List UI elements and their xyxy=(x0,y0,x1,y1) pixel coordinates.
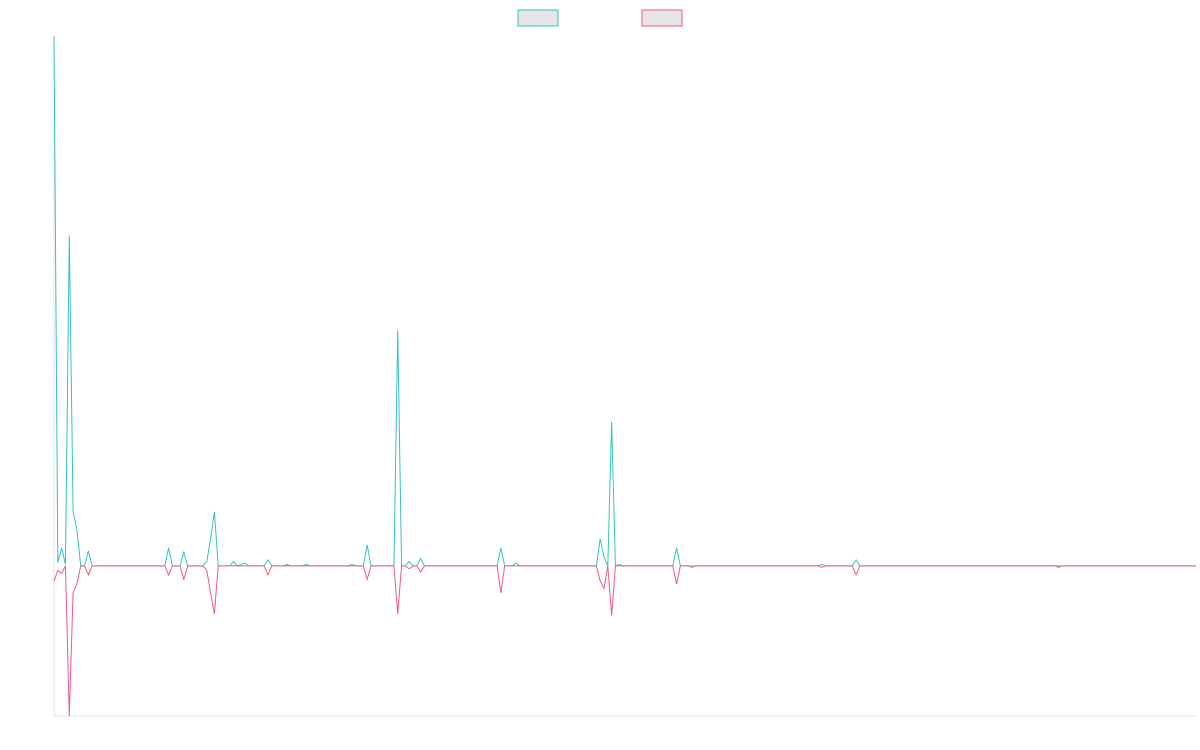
series-line-1 xyxy=(53,35,1196,567)
series-group xyxy=(53,35,1196,717)
legend-swatch-2[interactable] xyxy=(641,9,683,27)
axes xyxy=(53,36,1196,717)
legend-swatch-1[interactable] xyxy=(517,9,559,27)
series-line-2 xyxy=(53,565,1196,717)
legend[interactable] xyxy=(517,9,683,27)
